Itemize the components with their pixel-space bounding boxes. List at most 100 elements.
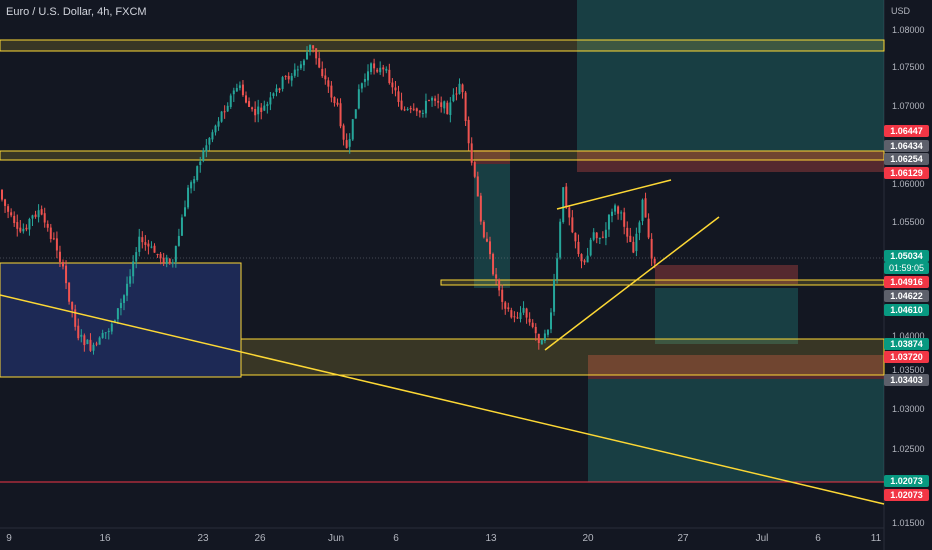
candle-body [580, 254, 583, 262]
candle-body [397, 91, 400, 102]
price-axis-label: 1.03000 [892, 404, 925, 414]
candle-body [394, 87, 397, 91]
time-axis-label: 11 [870, 533, 882, 544]
candle-body [184, 207, 186, 217]
candle-body [196, 166, 199, 181]
price-badge-red: 1.02073 [884, 489, 929, 501]
candle-body [251, 107, 254, 110]
candle-body [89, 339, 92, 351]
candle-body [507, 307, 510, 310]
candle-body [546, 329, 549, 335]
candle-body [583, 260, 586, 263]
candle-body [540, 340, 543, 345]
candle-body [272, 93, 275, 96]
short-position-profit-zone [474, 164, 510, 288]
candle-body [537, 333, 540, 344]
candle-body [412, 108, 415, 110]
candle-body [467, 119, 470, 144]
candle-body [16, 222, 19, 229]
time-axis-label: 23 [197, 533, 209, 544]
price-axis-label: 1.07000 [892, 101, 925, 111]
candle-body [235, 88, 238, 92]
candle-body [571, 217, 574, 233]
candle-body [28, 218, 31, 230]
candle-body [278, 88, 281, 91]
candle-body [431, 97, 434, 101]
candle-body [452, 94, 455, 102]
candle-body [620, 212, 623, 214]
candle-body [34, 214, 37, 217]
candle-body [519, 312, 522, 319]
candle-body [83, 335, 86, 346]
candle-body [370, 63, 373, 72]
descending-trendline [0, 294, 885, 505]
candle-body [336, 102, 339, 105]
candle-body [156, 254, 159, 256]
candle-body [232, 90, 235, 95]
candle-body [476, 176, 479, 197]
price-axis-label: 1.08000 [892, 25, 925, 35]
candle-body [123, 295, 125, 303]
candle-body [461, 84, 464, 93]
candle-body [589, 239, 592, 256]
candle-body [58, 251, 61, 262]
candle-body [217, 121, 220, 127]
candle-body [348, 139, 351, 147]
candle-body [4, 199, 7, 206]
candle-body [98, 337, 101, 345]
price-badge-gray: 1.06254 [884, 153, 929, 165]
candle-body [257, 106, 260, 115]
candle-body [388, 69, 391, 83]
price-badge-green: 01:59:05 [884, 262, 929, 274]
long-position-profit-zone [588, 379, 884, 482]
candle-body [284, 75, 287, 77]
candle-body [1, 189, 3, 200]
candle-body [586, 255, 589, 263]
candle-body [49, 227, 52, 239]
candle-body [415, 108, 418, 112]
candle-body [607, 214, 610, 230]
candle-body [101, 332, 104, 338]
time-axis-label: 9 [6, 533, 12, 544]
candle-body [534, 326, 537, 334]
candle-body [464, 92, 467, 122]
time-axis-label: 6 [393, 533, 399, 544]
candle-body [126, 283, 129, 296]
candle-body [424, 100, 427, 114]
time-axis-label: 26 [254, 533, 266, 544]
candle-body [226, 105, 229, 112]
candle-body [55, 238, 58, 251]
candle-body [92, 344, 95, 351]
candle-body [107, 330, 110, 333]
candle-body [434, 98, 437, 101]
candle-body [495, 274, 498, 279]
candle-body [354, 109, 357, 119]
candle-body [68, 282, 71, 302]
candle-body [510, 310, 513, 318]
candle-body [528, 318, 531, 323]
candle-body [611, 211, 613, 216]
candle-body [168, 258, 171, 264]
time-axis-label: 13 [485, 533, 497, 544]
price-badge-green: 1.03874 [884, 338, 929, 350]
candle-body [162, 257, 165, 263]
candle-body [165, 257, 168, 264]
candle-body [7, 206, 10, 212]
candle-body [95, 343, 98, 345]
candle-body [367, 71, 369, 81]
candle-body [379, 67, 382, 73]
price-axis-label: 1.07500 [892, 62, 925, 72]
candle-body [525, 308, 528, 318]
candle-body [550, 312, 552, 330]
candle-body [592, 232, 595, 240]
candle-body [205, 145, 208, 152]
candle-body [574, 232, 577, 242]
candle-body [104, 332, 107, 334]
candle-body [324, 75, 327, 80]
candle-body [632, 241, 635, 253]
candle-body [77, 325, 80, 339]
candle-body [492, 253, 495, 275]
candle-body [409, 108, 412, 110]
candle-body [501, 289, 504, 302]
